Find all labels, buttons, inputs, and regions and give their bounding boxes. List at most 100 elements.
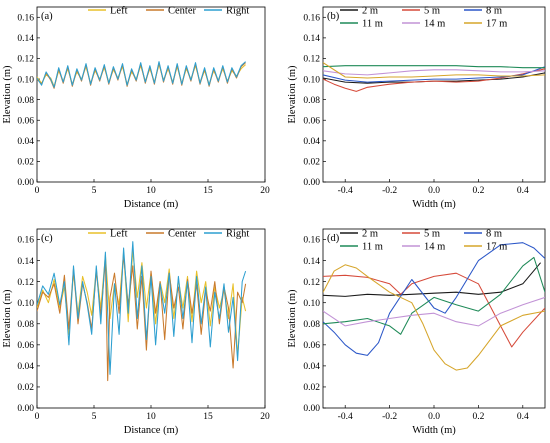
x-tick-label: 0: [35, 412, 40, 422]
y-axis-label: Elevation (m): [287, 289, 298, 348]
legend-label: 14 m: [424, 19, 445, 30]
x-tick-label: 0.4: [517, 412, 529, 422]
x-tick-label: -0.2: [382, 412, 397, 422]
y-tick-label: 0.08: [303, 320, 320, 330]
legend-label: Right: [226, 6, 249, 17]
legend-label: 2 m: [362, 229, 378, 240]
legend-label: 5 m: [424, 6, 440, 17]
y-tick-label: 0.16: [17, 13, 34, 23]
legend-label: Center: [168, 6, 196, 17]
y-tick-label: 0.02: [303, 158, 320, 168]
legend-label: Center: [168, 229, 196, 240]
x-tick-label: 10: [146, 186, 156, 196]
x-tick-label: -0.4: [338, 412, 353, 422]
y-tick-label: 0.04: [17, 362, 34, 372]
x-tick-label: 5: [92, 186, 97, 196]
y-tick-label: 0.10: [17, 75, 34, 85]
y-axis-label: Elevation (m): [287, 65, 298, 124]
legend-label: 2 m: [362, 6, 378, 17]
y-tick-label: 0.10: [17, 299, 34, 309]
x-tick-label: 15: [203, 412, 213, 422]
series-line-8m: [323, 242, 545, 356]
y-tick-label: 0.06: [303, 341, 320, 351]
series-line-17m: [323, 264, 545, 371]
y-tick-label: 0.14: [303, 34, 320, 44]
x-tick-label: 0.0: [428, 186, 440, 196]
x-tick-label: -0.2: [382, 186, 397, 196]
chart-panel-1: 0.00 0.02 0.04 0.06 0.08 0.10 0.12 0.14 0.16 -0.4…: [287, 6, 546, 210]
chart-panel-2: 0.00 0.02 0.04 0.06 0.08 0.10 0.12 0.14 0.16 0 5 10…: [2, 229, 270, 437]
y-tick-label: 0.04: [303, 137, 320, 147]
x-axis-label: Distance (m): [124, 199, 179, 210]
y-tick-label: 0.06: [17, 341, 34, 351]
y-tick-label: 0.06: [17, 116, 34, 126]
y-tick-label: 0.02: [17, 383, 34, 393]
series-line-right: [37, 61, 246, 88]
y-tick-label: 0.02: [17, 158, 34, 168]
y-axis-label: Elevation (m): [2, 65, 13, 124]
chart-panel-0: 0.00 0.02 0.04 0.06 0.08 0.10 0.12 0.14 0.16 0 5 10…: [2, 6, 270, 211]
y-tick-label: 0.10: [303, 299, 320, 309]
series-line-5m: [323, 272, 545, 348]
y-tick-label: 0.14: [17, 257, 34, 267]
y-axis-label: Elevation (m): [2, 289, 13, 348]
x-tick-label: 10: [146, 412, 156, 422]
x-tick-label: 15: [203, 186, 213, 196]
y-tick-label: 0.04: [17, 137, 34, 147]
y-tick-label: 0.00: [303, 178, 320, 188]
x-tick-label: 0.4: [517, 186, 529, 196]
series-line-11m: [323, 256, 545, 335]
y-tick-label: 0.12: [303, 278, 320, 288]
x-tick-label: 0.2: [472, 186, 484, 196]
y-tick-label: 0.16: [303, 236, 320, 246]
x-tick-label: 5: [92, 412, 97, 422]
x-tick-label: 0.0: [428, 412, 440, 422]
y-tick-label: 0.02: [303, 383, 320, 393]
y-tick-label: 0.14: [17, 34, 34, 44]
legend-label: 5 m: [424, 229, 440, 240]
y-tick-label: 0.06: [303, 116, 320, 126]
x-tick-label: 20: [260, 186, 270, 196]
y-tick-label: 0.16: [303, 13, 320, 23]
y-tick-label: 0.00: [17, 178, 34, 188]
y-tick-label: 0.08: [17, 320, 34, 330]
x-tick-label: 0.2: [472, 412, 484, 422]
y-tick-label: 0.00: [17, 404, 34, 414]
series-line-14m: [323, 69, 545, 76]
y-tick-label: 0.12: [17, 278, 34, 288]
y-tick-label: 0.08: [17, 96, 34, 106]
plot-frame: [36, 6, 266, 183]
y-tick-label: 0.16: [17, 236, 34, 246]
plot-frame: [322, 6, 546, 183]
x-tick-label: 0: [35, 186, 40, 196]
panel-label: (d): [327, 233, 340, 244]
legend-label: Left: [110, 6, 128, 17]
series-line-17m: [323, 62, 545, 79]
legend-label: 8 m: [486, 6, 502, 17]
x-axis-label: Width (m): [412, 199, 456, 210]
legend-label: 17 m: [486, 19, 507, 30]
legend-label: Right: [226, 229, 249, 240]
legend-label: 8 m: [486, 229, 502, 240]
y-tick-label: 0.08: [303, 96, 320, 106]
legend-label: Left: [110, 229, 128, 240]
y-tick-label: 0.12: [303, 55, 320, 65]
y-tick-label: 0.12: [17, 55, 34, 65]
y-tick-label: 0.00: [303, 404, 320, 414]
y-tick-label: 0.10: [303, 75, 320, 85]
series-line-5m: [323, 68, 545, 92]
legend-label: 11 m: [362, 242, 383, 253]
series-line-right: [37, 241, 247, 375]
series-line-11m: [323, 65, 545, 69]
y-tick-label: 0.14: [303, 257, 320, 267]
series-line-14m: [323, 296, 545, 327]
x-axis-label: Width (m): [412, 425, 456, 436]
x-tick-label: 20: [260, 412, 270, 422]
y-tick-label: 0.04: [303, 362, 320, 372]
x-axis-label: Distance (m): [124, 425, 179, 436]
legend-label: 17 m: [486, 242, 507, 253]
panel-label: (c): [41, 233, 53, 244]
panel-label: (a): [41, 11, 53, 22]
panel-label: (b): [327, 11, 340, 22]
